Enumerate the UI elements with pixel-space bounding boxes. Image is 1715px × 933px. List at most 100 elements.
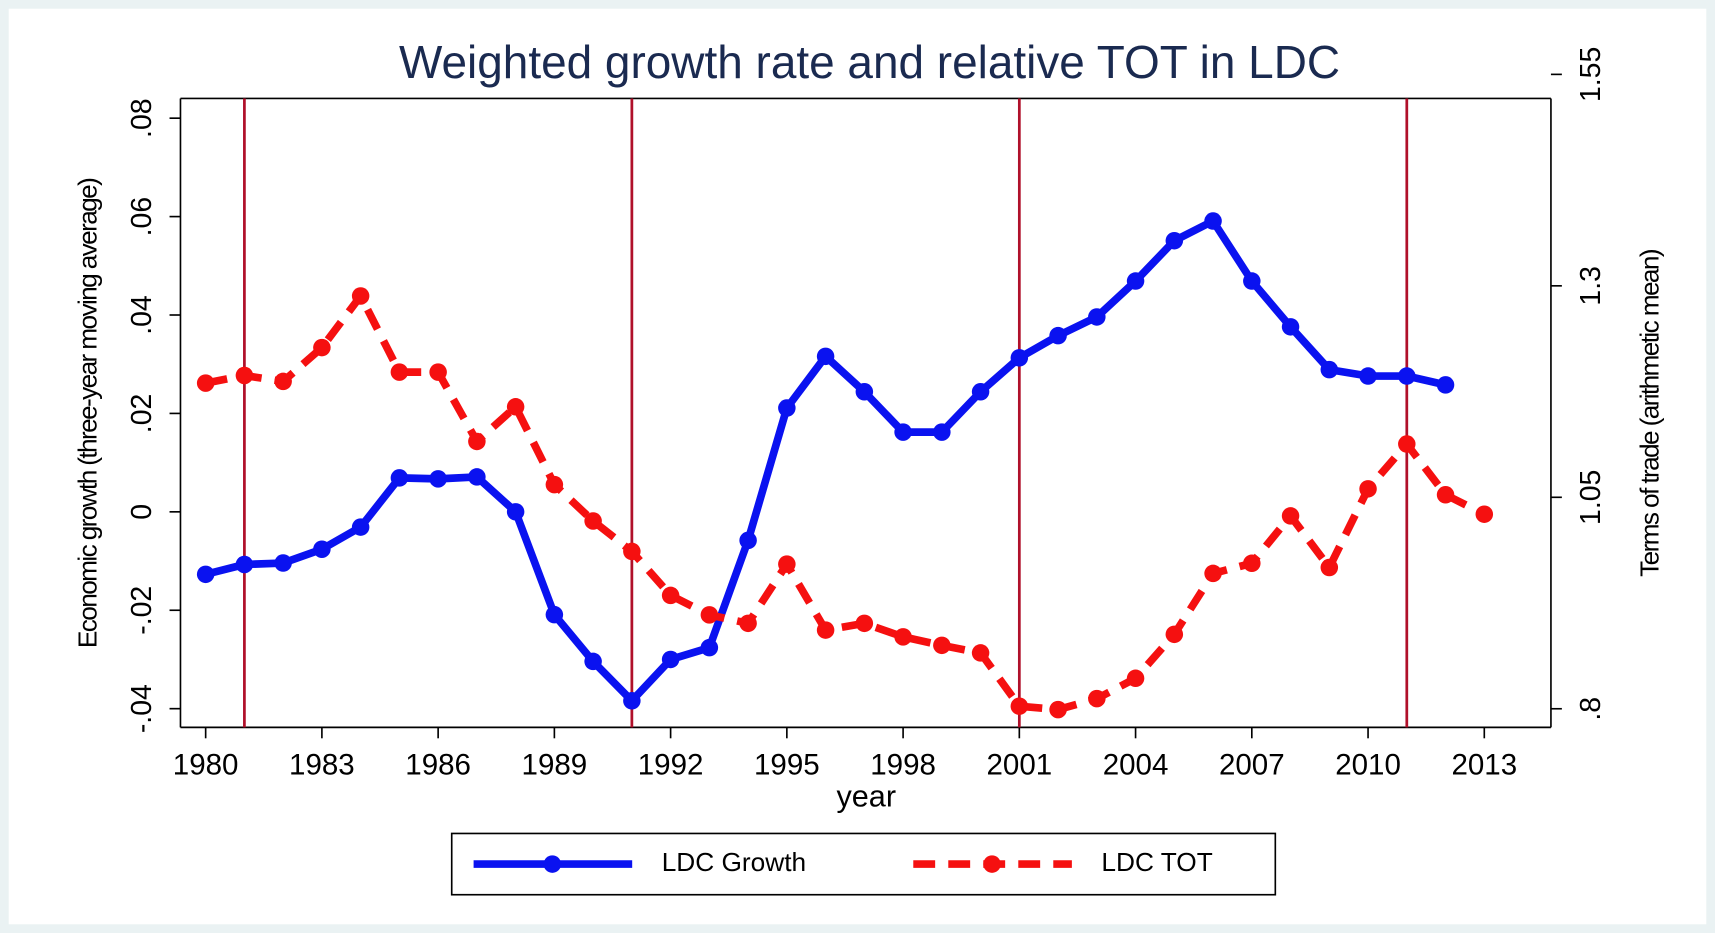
data-point bbox=[506, 503, 525, 521]
data-point bbox=[584, 652, 602, 671]
data-point bbox=[1475, 505, 1494, 523]
data-point bbox=[1359, 367, 1377, 385]
y-axis-title: Economic growth (three-year moving avera… bbox=[73, 178, 103, 648]
y-tick-label: .06 bbox=[126, 197, 158, 237]
data-point bbox=[1243, 272, 1261, 290]
data-point bbox=[700, 606, 719, 624]
data-point bbox=[390, 469, 409, 487]
data-point bbox=[1049, 326, 1067, 345]
data-point bbox=[894, 423, 912, 441]
legend-label: LDC Growth bbox=[662, 847, 806, 877]
legend-label: LDC TOT bbox=[1101, 847, 1212, 877]
data-point bbox=[390, 363, 409, 381]
data-point bbox=[274, 372, 292, 391]
chart-background bbox=[8, 8, 1707, 925]
data-point bbox=[468, 468, 486, 486]
data-point bbox=[1165, 231, 1184, 250]
data-point bbox=[816, 347, 835, 366]
data-point bbox=[1436, 486, 1455, 504]
data-point bbox=[584, 512, 602, 530]
data-point bbox=[1320, 558, 1339, 577]
data-point bbox=[855, 383, 874, 401]
data-point bbox=[545, 475, 564, 494]
data-point bbox=[661, 650, 680, 669]
data-point bbox=[1049, 700, 1067, 719]
data-point bbox=[1320, 360, 1339, 379]
y2-tick-label: 1.55 bbox=[1575, 47, 1607, 102]
data-point bbox=[894, 628, 912, 646]
data-point bbox=[351, 518, 370, 536]
data-point bbox=[1359, 480, 1377, 498]
data-point bbox=[313, 338, 331, 357]
data-point bbox=[235, 555, 254, 574]
data-point bbox=[429, 363, 447, 381]
data-point bbox=[1010, 697, 1029, 715]
x-tick-label: 1989 bbox=[522, 749, 588, 782]
data-point bbox=[1281, 507, 1300, 525]
x-tick-label: 1992 bbox=[638, 749, 704, 782]
data-point bbox=[1398, 435, 1416, 453]
x-tick-label: 2001 bbox=[986, 749, 1052, 782]
data-point bbox=[778, 399, 796, 417]
x-tick-label: 2010 bbox=[1335, 749, 1401, 782]
legend-marker bbox=[983, 855, 1001, 873]
data-point bbox=[313, 540, 331, 558]
y2-axis-title: Terms of trade (arithmetic mean) bbox=[1635, 249, 1665, 577]
data-point bbox=[351, 287, 370, 305]
data-point bbox=[1088, 689, 1106, 708]
data-point bbox=[1436, 376, 1455, 394]
x-tick-label: 2013 bbox=[1451, 749, 1517, 782]
y-tick-label: 0 bbox=[126, 504, 158, 520]
data-point bbox=[623, 692, 641, 710]
y2-tick-label: 1.3 bbox=[1575, 266, 1607, 306]
x-tick-label: 2007 bbox=[1219, 749, 1285, 782]
data-point bbox=[274, 554, 292, 572]
data-point bbox=[778, 555, 796, 573]
x-tick-label: 1986 bbox=[405, 749, 471, 782]
y-tick-label: .02 bbox=[126, 394, 158, 434]
data-point bbox=[1398, 367, 1416, 385]
legend-marker bbox=[543, 855, 562, 873]
data-point bbox=[196, 565, 215, 584]
y-tick-label: -.04 bbox=[126, 684, 158, 733]
x-axis-title: year bbox=[836, 780, 896, 814]
data-point bbox=[1204, 564, 1222, 583]
data-point bbox=[545, 605, 564, 624]
data-point bbox=[235, 366, 254, 385]
data-point bbox=[1088, 308, 1106, 326]
y-tick-label: .04 bbox=[126, 295, 158, 335]
x-tick-label: 1995 bbox=[754, 749, 820, 782]
data-point bbox=[429, 470, 447, 488]
x-tick-label: 1998 bbox=[870, 749, 936, 782]
data-point bbox=[855, 614, 874, 633]
series-line bbox=[204, 292, 1487, 714]
data-point bbox=[661, 586, 680, 605]
data-point bbox=[933, 636, 951, 655]
y2-tick-label: 1.05 bbox=[1575, 470, 1607, 525]
data-point bbox=[1126, 272, 1145, 290]
y-tick-label: -.02 bbox=[126, 586, 158, 635]
data-point bbox=[468, 432, 486, 451]
data-point bbox=[971, 383, 990, 401]
data-point bbox=[1010, 349, 1029, 367]
y2-tick-label: .8 bbox=[1575, 697, 1607, 721]
data-point bbox=[196, 374, 215, 392]
data-point bbox=[623, 542, 641, 561]
data-point bbox=[1243, 554, 1261, 573]
data-point bbox=[1126, 669, 1145, 688]
chart-title: Weighted growth rate and relative TOT in… bbox=[399, 36, 1340, 88]
x-tick-label: 1983 bbox=[289, 749, 355, 782]
x-tick-label: 2004 bbox=[1103, 749, 1169, 782]
data-point bbox=[933, 423, 951, 441]
data-point bbox=[739, 531, 757, 550]
data-point bbox=[1165, 625, 1184, 644]
data-point bbox=[1204, 212, 1222, 230]
data-point bbox=[506, 398, 525, 416]
data-point bbox=[816, 621, 835, 639]
data-point bbox=[971, 644, 990, 662]
y-tick-label: .08 bbox=[126, 98, 158, 138]
data-point bbox=[739, 614, 757, 633]
x-tick-label: 1980 bbox=[173, 749, 239, 782]
